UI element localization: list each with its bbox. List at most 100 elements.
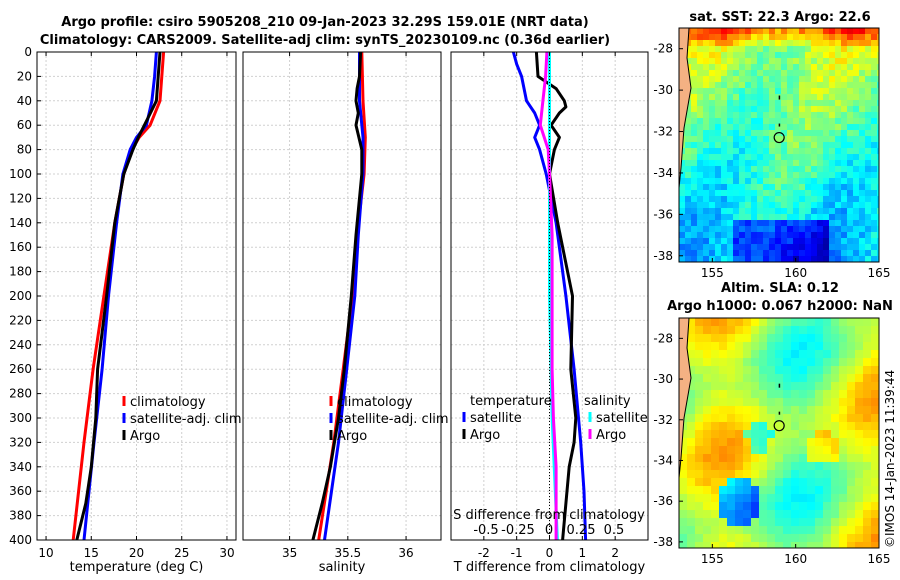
map-cell — [751, 430, 759, 438]
map-cell — [815, 422, 823, 430]
map-cell — [865, 94, 871, 100]
map-cell — [679, 160, 685, 166]
map-cell — [727, 34, 733, 40]
map-cell — [877, 124, 879, 130]
map-cell — [877, 64, 879, 70]
map-cell — [703, 406, 711, 414]
map-cell — [697, 142, 703, 148]
map-cell — [791, 478, 799, 486]
map-cell — [863, 454, 871, 462]
map-cell — [787, 148, 793, 154]
map-cell — [769, 88, 775, 94]
map-cell — [841, 232, 847, 238]
map-cell — [877, 118, 879, 124]
x-tick-label: 35.5 — [334, 546, 361, 560]
map-cell — [877, 202, 879, 208]
map-cell — [715, 124, 721, 130]
map-cell — [763, 178, 769, 184]
map-cell — [815, 510, 823, 518]
map-cell — [841, 214, 847, 220]
map-cell — [799, 374, 807, 382]
map-cell — [703, 52, 709, 58]
map-cell — [767, 398, 775, 406]
map-cell — [805, 124, 811, 130]
map-cell — [757, 196, 763, 202]
map-cell — [711, 518, 719, 526]
map-cell — [855, 342, 863, 350]
map-cell — [839, 422, 847, 430]
map-cell — [831, 478, 839, 486]
map-cell — [865, 34, 871, 40]
map-cell — [697, 226, 703, 232]
map-cell — [823, 454, 831, 462]
map-cell — [721, 202, 727, 208]
map-cell — [711, 534, 719, 542]
map-cell — [877, 190, 879, 196]
map-cell — [817, 124, 823, 130]
map-cell — [835, 94, 841, 100]
map-cell — [711, 470, 719, 478]
map-cell — [691, 202, 697, 208]
map-cell — [799, 100, 805, 106]
map-cell — [823, 390, 831, 398]
map-cell — [853, 148, 859, 154]
map-cell — [853, 172, 859, 178]
map-cell — [697, 172, 703, 178]
map-cell — [715, 112, 721, 118]
map-cell — [823, 160, 829, 166]
map-cell — [865, 250, 871, 256]
map-cell — [865, 58, 871, 64]
map-cell — [865, 256, 871, 262]
map-cell — [703, 46, 709, 52]
map-cell — [727, 190, 733, 196]
map-cell — [695, 318, 703, 326]
map-cell — [745, 124, 751, 130]
map-cell — [865, 112, 871, 118]
map-cell — [721, 28, 727, 34]
map-cell — [703, 76, 709, 82]
map-cell — [735, 510, 743, 518]
map-cell — [739, 34, 745, 40]
map-cell — [763, 238, 769, 244]
map-cell — [739, 118, 745, 124]
map-cell — [685, 220, 691, 226]
map-cell — [775, 358, 783, 366]
map-cell — [679, 208, 685, 214]
map-cell — [727, 52, 733, 58]
map-cell — [733, 46, 739, 52]
map-cell — [685, 142, 691, 148]
map-cell — [759, 382, 767, 390]
map-cell — [855, 382, 863, 390]
map-cell — [787, 88, 793, 94]
map-cell — [847, 142, 853, 148]
map-cell — [817, 190, 823, 196]
map-cell — [727, 250, 733, 256]
map-cell — [691, 172, 697, 178]
map-cell — [799, 148, 805, 154]
map-cell — [783, 526, 791, 534]
map-cell — [721, 184, 727, 190]
map-cell — [815, 446, 823, 454]
map-cell — [805, 28, 811, 34]
map-cell — [799, 190, 805, 196]
map-cell — [793, 64, 799, 70]
map-cell — [793, 106, 799, 112]
map-cell — [703, 342, 711, 350]
map-cell — [859, 244, 865, 250]
map-cell — [695, 334, 703, 342]
map-cell — [709, 100, 715, 106]
map-cell — [791, 414, 799, 422]
map-cell — [877, 40, 879, 46]
map-cell — [877, 82, 879, 88]
map-cell — [685, 256, 691, 262]
map-cell — [739, 94, 745, 100]
y-tick-label: 400 — [9, 533, 32, 547]
map-cell — [769, 100, 775, 106]
map-cell — [815, 478, 823, 486]
map-cell — [727, 350, 735, 358]
map-cell — [719, 350, 727, 358]
map-cell — [703, 366, 711, 374]
map-cell — [865, 232, 871, 238]
map-cell — [679, 184, 685, 190]
map-cell — [815, 374, 823, 382]
